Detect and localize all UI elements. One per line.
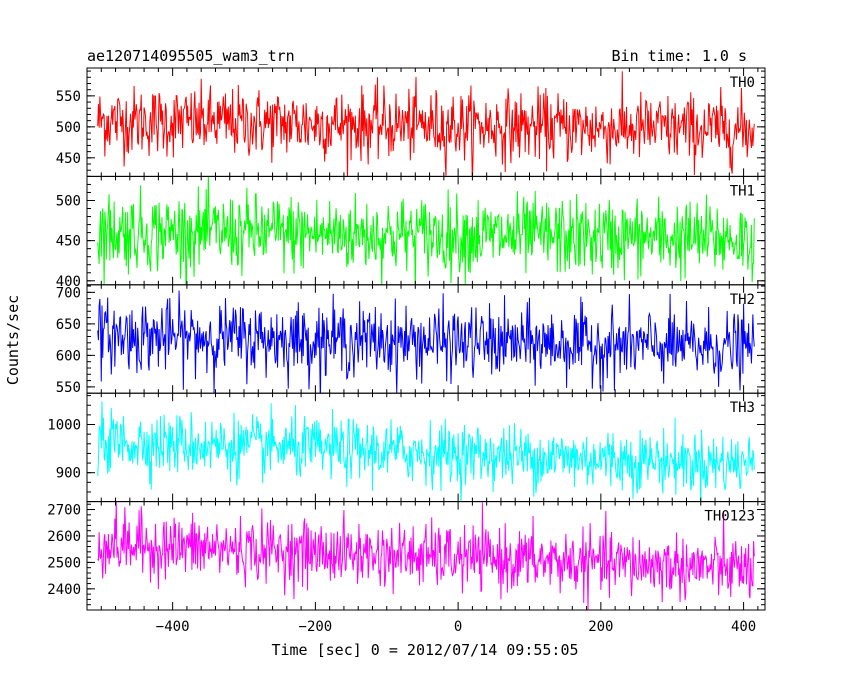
panel-th0123: 2400 2500 2600 2700 TH0123 xyxy=(47,501,766,611)
panel-th1: 400 450 500 TH1 xyxy=(56,175,766,290)
y-tick-label: 2700 xyxy=(47,503,81,519)
y-axis-title: Counts/sec xyxy=(4,295,22,385)
panel-th3: 900 1000 TH3 xyxy=(47,392,766,503)
y-tick-label: 500 xyxy=(56,193,81,209)
series-line-th0123 xyxy=(97,501,755,610)
panel-th0: 450 500 550 TH0 xyxy=(56,67,766,177)
y-tick-label: 2500 xyxy=(47,555,81,571)
x-tick-label: −400 xyxy=(156,619,190,635)
y-tick-label: 600 xyxy=(56,348,81,364)
y-tick-label: 700 xyxy=(56,285,81,301)
y-tick-label: 550 xyxy=(56,89,81,105)
series-line-th0 xyxy=(97,71,755,177)
y-tick-label: 2400 xyxy=(47,582,81,598)
y-tick-label: 900 xyxy=(56,466,81,482)
chart-title: ae120714095505_wam3_trn xyxy=(87,47,295,65)
y-tick-label: 450 xyxy=(56,151,81,167)
y-tick-label: 650 xyxy=(56,317,81,333)
panel-label-th2: TH2 xyxy=(730,292,755,308)
series-line-th3 xyxy=(97,401,755,502)
y-tick-label: 450 xyxy=(56,234,81,250)
panel-frame-th0123 xyxy=(86,501,766,611)
y-tick-label: 550 xyxy=(56,380,81,396)
panel-th2: 550 600 650 700 TH2 xyxy=(56,284,766,396)
x-tick-label: 400 xyxy=(731,619,756,635)
panel-label-th0: TH0 xyxy=(730,75,755,91)
y-tick-label: 2600 xyxy=(47,529,81,545)
series-line-th1 xyxy=(97,176,755,285)
y-tick-label: 1000 xyxy=(47,418,81,434)
panel-label-th0123: TH0123 xyxy=(704,509,755,525)
y-tick-label: 400 xyxy=(56,274,81,290)
panel-label-th1: TH1 xyxy=(730,183,755,199)
panels-group: 450 500 550 TH0 400 450 500 TH1 550 600 650 700 TH2 9… xyxy=(47,67,766,635)
x-tick-label: 0 xyxy=(454,619,462,635)
x-tick-label: 200 xyxy=(588,619,613,635)
bin-time-label: Bin time: 1.0 s xyxy=(612,47,747,65)
panel-label-th3: TH3 xyxy=(730,400,755,416)
y-tick-label: 500 xyxy=(56,120,81,136)
series-line-th2 xyxy=(97,290,755,394)
x-axis-title: Time [sec] 0 = 2012/07/14 09:55:05 xyxy=(271,641,578,659)
x-tick-label: −200 xyxy=(299,619,333,635)
